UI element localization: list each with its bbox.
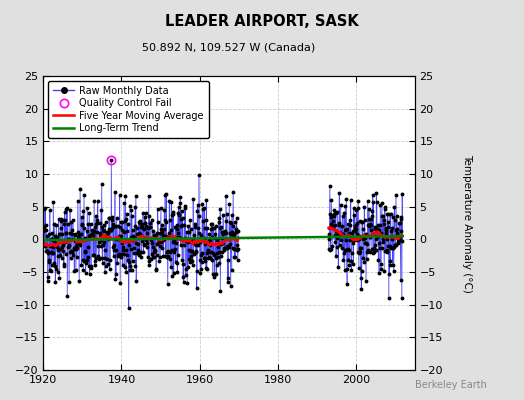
Title: 50.892 N, 109.527 W (Canada): 50.892 N, 109.527 W (Canada) (143, 43, 315, 53)
Text: LEADER AIRPORT, SASK: LEADER AIRPORT, SASK (165, 14, 359, 29)
Text: Berkeley Earth: Berkeley Earth (416, 380, 487, 390)
Legend: Raw Monthly Data, Quality Control Fail, Five Year Moving Average, Long-Term Tren: Raw Monthly Data, Quality Control Fail, … (48, 81, 209, 138)
Y-axis label: Temperature Anomaly (°C): Temperature Anomaly (°C) (462, 154, 472, 292)
